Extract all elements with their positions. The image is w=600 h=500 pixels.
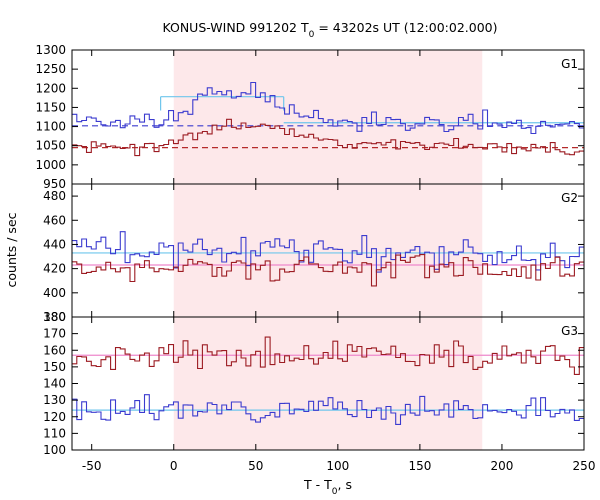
y-tick-label-g1-1200: 1200	[35, 81, 66, 95]
y-tick-label-g1-1150: 1150	[35, 100, 66, 114]
x-axis-label: T - T0, s	[303, 477, 352, 497]
y-tick-label-g1-1100: 1100	[35, 120, 66, 134]
y-tick-label-g3-110: 110	[43, 426, 66, 440]
panel-g1: 950 1000 1050 1100 1150 1200 1250 1300 G1	[35, 43, 585, 191]
highlight-interval	[173, 50, 483, 450]
series-g1-blue	[72, 81, 584, 135]
x-tick-label-250: 250	[573, 459, 596, 473]
y-tick-label-g3-150: 150	[43, 360, 66, 374]
x-axis-label-main: T - T	[303, 477, 332, 492]
x-tick-label--50: -50	[82, 459, 102, 473]
panel-label-g3: G3	[561, 324, 578, 338]
panel-label-g1: G1	[561, 57, 578, 71]
series-g2-red	[72, 254, 584, 287]
y-tick-label-g3-180: 180	[43, 310, 66, 324]
y-tick-label-g3-130: 130	[43, 393, 66, 407]
series-g3-red	[72, 336, 584, 375]
x-tick-label-50: 50	[248, 459, 263, 473]
y-tick-label-g1-1050: 1050	[35, 139, 66, 153]
y-tick-label-g1-950: 950	[43, 177, 66, 191]
x-tick-label-100: 100	[326, 459, 349, 473]
x-axis-label-rest: , s	[338, 477, 352, 492]
plot-area: 9501000105011001150120012501300G13804004…	[35, 43, 595, 473]
panel-g2: 380 400 420 440 460 480 G2	[43, 183, 585, 324]
series-g2-blue	[72, 231, 584, 273]
y-tick-label-g3-120: 120	[43, 410, 66, 424]
chart-title: KONUS-WIND 991202 T0 = 43202s UT (12:00:…	[162, 20, 497, 40]
chart-title-main: KONUS-WIND 991202 T	[162, 20, 308, 35]
chart-title-rest: = 43202s UT (12:00:02.000)	[314, 20, 497, 35]
y-tick-label-g1-1000: 1000	[35, 158, 66, 172]
x-tick-label-150: 150	[408, 459, 431, 473]
y-tick-label-g3-170: 170	[43, 327, 66, 341]
panel-label-g2: G2	[561, 191, 578, 205]
x-tick-label-200: 200	[490, 459, 513, 473]
y-tick-label-g2-380: 380	[43, 310, 66, 324]
y-tick-label-g2-400: 400	[43, 286, 66, 300]
y-tick-label-g1-1300: 1300	[35, 43, 66, 57]
y-tick-label-g2-420: 420	[43, 262, 66, 276]
y-tick-label-g2-460: 460	[43, 213, 66, 227]
series-g3-blue	[72, 394, 584, 425]
y-tick-label-g3-140: 140	[43, 377, 66, 391]
panel-g3: 100 110 120 130 140 150 160 170 180 G3	[43, 310, 585, 457]
y-axis-label: counts / sec	[4, 212, 19, 287]
y-tick-label-g2-440: 440	[43, 237, 66, 251]
y-tick-label-g3-100: 100	[43, 443, 66, 457]
y-tick-label-g2-480: 480	[43, 189, 66, 203]
x-axis-label-subscript: 0	[332, 487, 338, 497]
x-tick-label-0: 0	[170, 459, 178, 473]
y-tick-label-g3-160: 160	[43, 343, 66, 357]
y-tick-label-g1-1250: 1250	[35, 62, 66, 76]
chart-title-subscript: 0	[309, 30, 315, 40]
series-g1-red	[72, 118, 584, 157]
